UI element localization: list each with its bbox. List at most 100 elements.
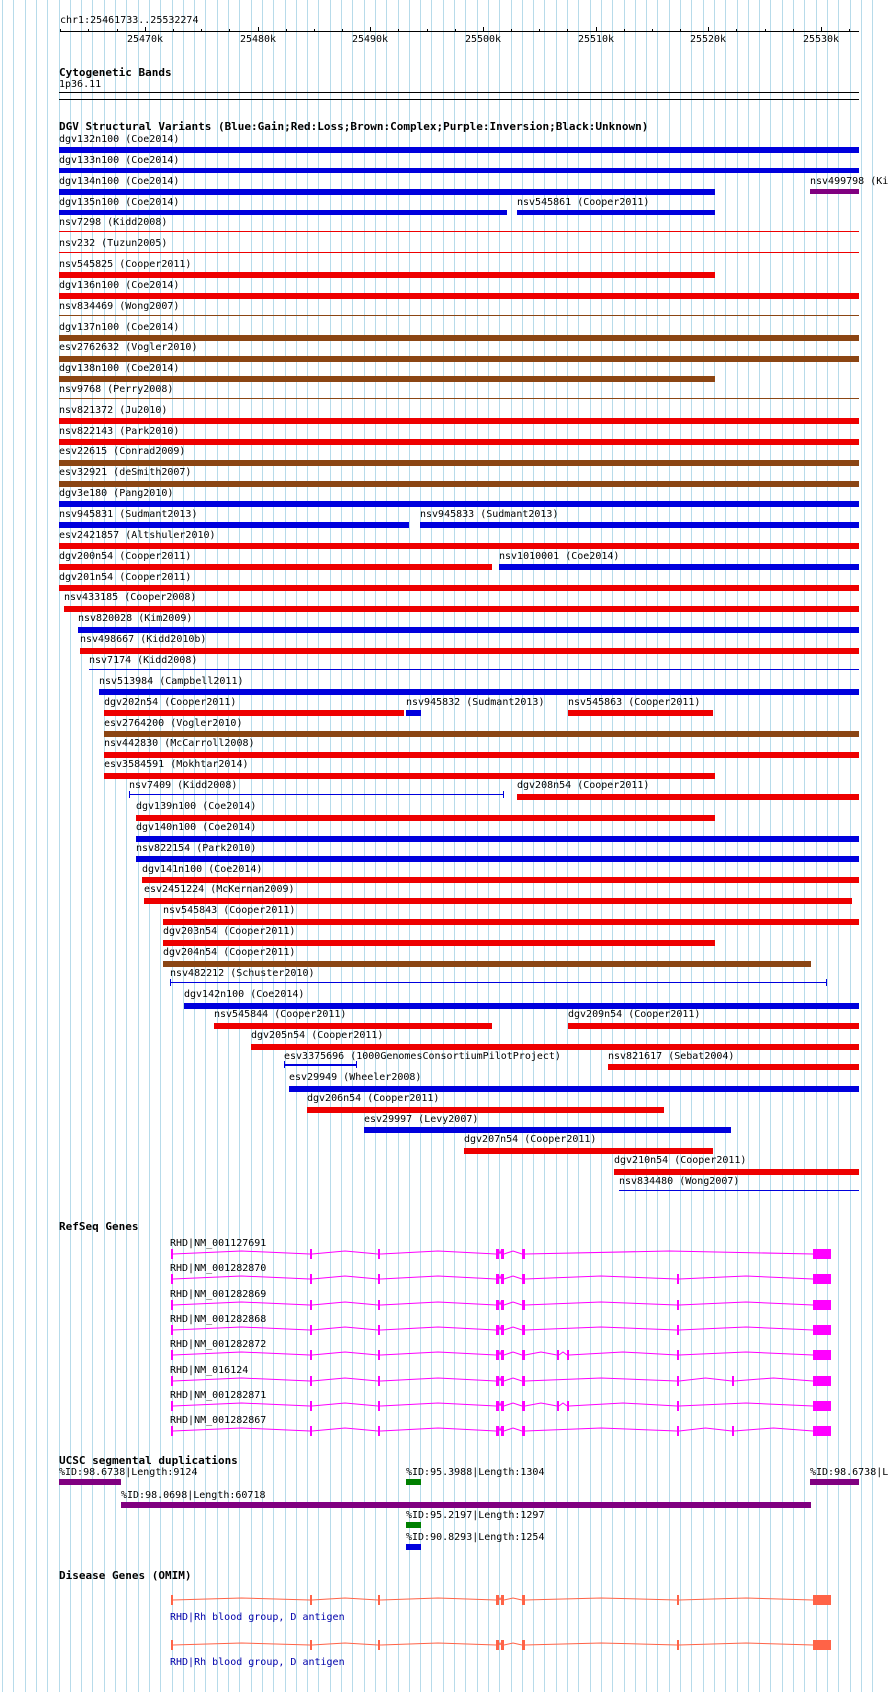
dgv-feature-label[interactable]: nsv482212 (Schuster2010) [170, 968, 315, 979]
segdup-bar[interactable] [121, 1502, 811, 1508]
dgv-feature-label[interactable]: dgv209n54 (Cooper2011) [568, 1009, 701, 1020]
dgv-feature-bar[interactable] [136, 836, 859, 842]
segdup-label[interactable]: %ID:95.3988|Length:1304 [406, 1467, 545, 1478]
segdup-bar[interactable] [406, 1544, 421, 1550]
refseq-gene-label[interactable]: RHD|NM_001282870 [170, 1263, 267, 1274]
dgv-feature-bar[interactable] [464, 1148, 713, 1154]
dgv-feature-bar[interactable] [614, 1169, 859, 1175]
dgv-feature-bar[interactable] [59, 522, 409, 528]
dgv-feature-bar[interactable] [136, 856, 859, 862]
refseq-gene-model[interactable] [0, 1347, 890, 1363]
dgv-feature-bar[interactable] [144, 898, 852, 904]
dgv-feature-label[interactable]: nsv442830 (McCarroll2008) [104, 738, 255, 749]
dgv-feature-label[interactable]: nsv433185 (Cooper2008) [64, 592, 197, 603]
refseq-gene-label[interactable]: RHD|NM_016124 [170, 1365, 249, 1376]
dgv-feature-label[interactable]: dgv140n100 (Coe2014) [136, 822, 257, 833]
dgv-feature-bar[interactable] [406, 710, 421, 716]
refseq-gene-model[interactable] [0, 1297, 890, 1313]
dgv-feature-label[interactable]: nsv834469 (Wong2007) [59, 301, 180, 312]
dgv-feature-label[interactable]: nsv820028 (Kim2009) [78, 613, 193, 624]
omim-gene-label[interactable]: RHD|Rh blood group, D antigen [170, 1612, 345, 1623]
dgv-feature-label[interactable]: dgv208n54 (Cooper2011) [517, 780, 650, 791]
dgv-feature-bar[interactable] [568, 710, 713, 716]
refseq-gene-label[interactable]: RHD|NM_001282868 [170, 1314, 267, 1325]
dgv-feature-bar[interactable] [99, 689, 859, 695]
dgv-feature-label[interactable]: dgv204n54 (Cooper2011) [163, 947, 296, 958]
dgv-feature-bar[interactable] [420, 522, 859, 528]
dgv-feature-label[interactable]: esv3584591 (Mokhtar2014) [104, 759, 249, 770]
dgv-feature-bar[interactable] [59, 460, 859, 466]
dgv-feature-label[interactable]: dgv3e180 (Pang2010) [59, 488, 174, 499]
dgv-feature-label[interactable]: nsv7298 (Kidd2008) [59, 217, 168, 228]
dgv-feature-bar[interactable] [163, 940, 715, 946]
dgv-feature-label[interactable]: nsv945832 (Sudmant2013) [406, 697, 545, 708]
dgv-feature-label[interactable]: dgv138n100 (Coe2014) [59, 363, 180, 374]
dgv-feature-label[interactable]: esv2421857 (Altshuler2010) [59, 530, 216, 541]
dgv-feature-label[interactable]: dgv142n100 (Coe2014) [184, 989, 305, 1000]
dgv-feature-label[interactable]: nsv498667 (Kidd2010b) [80, 634, 207, 645]
dgv-feature-label[interactable]: dgv137n100 (Coe2014) [59, 322, 180, 333]
dgv-feature-label[interactable]: dgv205n54 (Cooper2011) [251, 1030, 384, 1041]
dgv-feature-label[interactable]: nsv7174 (Kidd2008) [89, 655, 198, 666]
dgv-feature-bar[interactable] [251, 1044, 859, 1050]
dgv-feature-label[interactable]: dgv203n54 (Cooper2011) [163, 926, 296, 937]
refseq-gene-model[interactable] [0, 1373, 890, 1389]
dgv-feature-label[interactable]: nsv545863 (Cooper2011) [568, 697, 701, 708]
dgv-feature-label[interactable]: nsv513984 (Campbell2011) [99, 676, 244, 687]
segdup-track-title[interactable]: UCSC segmental duplications [59, 1454, 238, 1467]
dgv-feature-bar[interactable] [59, 501, 859, 507]
dgv-feature-bar[interactable] [59, 315, 859, 316]
dgv-feature-label[interactable]: dgv136n100 (Coe2014) [59, 280, 180, 291]
dgv-feature-label[interactable]: esv32921 (deSmith2007) [59, 467, 192, 478]
dgv-feature-bar[interactable] [59, 585, 859, 591]
dgv-feature-bar[interactable] [59, 376, 715, 382]
refseq-gene-model[interactable] [0, 1322, 890, 1338]
cytoband-track-title[interactable]: Cytogenetic Bands [59, 66, 172, 79]
dgv-feature-bar[interactable] [810, 189, 859, 194]
dgv-feature-bar[interactable] [59, 398, 859, 399]
dgv-feature-label[interactable]: dgv210n54 (Cooper2011) [614, 1155, 747, 1166]
dgv-feature-label[interactable]: dgv206n54 (Cooper2011) [307, 1093, 440, 1104]
segdup-bar[interactable] [406, 1479, 421, 1485]
dgv-feature-label[interactable]: nsv834480 (Wong2007) [619, 1176, 740, 1187]
refseq-track-title[interactable]: RefSeq Genes [59, 1220, 139, 1233]
dgv-feature-label[interactable]: nsv821372 (Ju2010) [59, 405, 168, 416]
dgv-feature-bar[interactable] [517, 794, 859, 800]
dgv-feature-bar[interactable] [59, 564, 492, 570]
dgv-feature-label[interactable]: nsv822154 (Park2010) [136, 843, 257, 854]
dgv-feature-label[interactable]: nsv545825 (Cooper2011) [59, 259, 192, 270]
segdup-bar[interactable] [59, 1479, 121, 1485]
dgv-feature-bar[interactable] [80, 648, 859, 654]
dgv-feature-label[interactable]: nsv499798 (Ki [810, 176, 889, 187]
dgv-feature-bar[interactable] [170, 982, 826, 983]
dgv-feature-bar[interactable] [499, 564, 859, 570]
dgv-feature-bar[interactable] [78, 627, 859, 633]
segdup-bar[interactable] [810, 1479, 859, 1485]
refseq-gene-label[interactable]: RHD|NM_001282872 [170, 1339, 267, 1350]
dgv-feature-bar[interactable] [59, 210, 507, 215]
refseq-gene-model[interactable] [0, 1423, 890, 1439]
dgv-feature-label[interactable]: esv3375696 (1000GenomesConsortiumPilotPr… [284, 1051, 561, 1062]
dgv-feature-label[interactable]: nsv545844 (Cooper2011) [214, 1009, 347, 1020]
dgv-feature-bar[interactable] [517, 210, 715, 215]
refseq-gene-label[interactable]: RHD|NM_001282867 [170, 1415, 267, 1426]
dgv-feature-label[interactable]: nsv945833 (Sudmant2013) [420, 509, 559, 520]
dgv-feature-bar[interactable] [163, 919, 859, 925]
dgv-feature-label[interactable]: esv2451224 (McKernan2009) [144, 884, 295, 895]
dgv-feature-label[interactable]: nsv1010001 (Coe2014) [499, 551, 620, 562]
dgv-feature-bar[interactable] [307, 1107, 664, 1113]
omim-gene-label[interactable]: RHD|Rh blood group, D antigen [170, 1657, 345, 1668]
dgv-feature-bar[interactable] [59, 543, 859, 549]
dgv-feature-bar[interactable] [59, 231, 859, 232]
dgv-feature-label[interactable]: dgv134n100 (Coe2014) [59, 176, 180, 187]
dgv-feature-label[interactable]: nsv545843 (Cooper2011) [163, 905, 296, 916]
dgv-feature-label[interactable]: nsv7409 (Kidd2008) [129, 780, 238, 791]
dgv-feature-bar[interactable] [59, 335, 859, 341]
dgv-feature-label[interactable]: nsv232 (Tuzun2005) [59, 238, 168, 249]
refseq-gene-model[interactable] [0, 1246, 890, 1262]
dgv-feature-label[interactable]: dgv132n100 (Coe2014) [59, 134, 180, 145]
segdup-label[interactable]: %ID:98.0698|Length:60718 [121, 1490, 266, 1501]
omim-track-title[interactable]: Disease Genes (OMIM) [59, 1569, 192, 1582]
dgv-feature-bar[interactable] [59, 168, 859, 173]
dgv-feature-label[interactable]: dgv133n100 (Coe2014) [59, 155, 180, 166]
